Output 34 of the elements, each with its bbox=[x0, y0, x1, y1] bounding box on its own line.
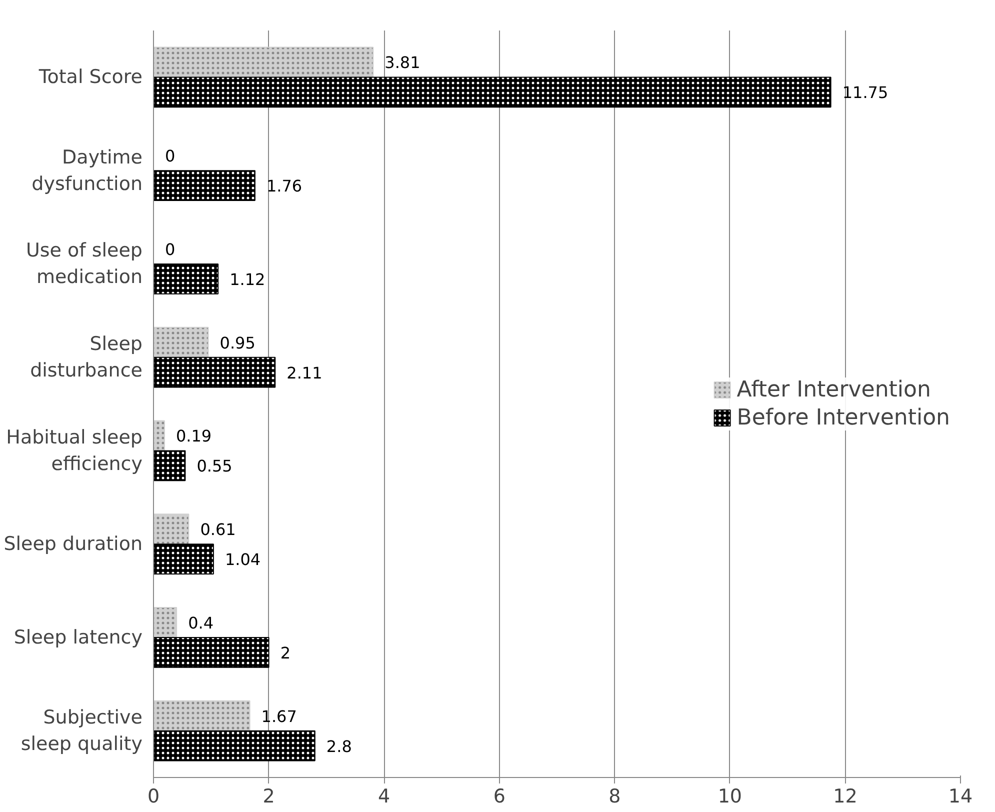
y-tick-label: Total Score bbox=[38, 66, 143, 88]
data-label: 1.67 bbox=[261, 706, 297, 726]
data-label: 1.04 bbox=[224, 550, 261, 570]
data-label: 0.95 bbox=[220, 333, 256, 352]
x-tick-label: 6 bbox=[493, 786, 506, 808]
data-label: 2 bbox=[280, 643, 290, 662]
data-label: 0 bbox=[165, 146, 176, 166]
y-tick-label: Habitual sleep efficiency bbox=[6, 426, 143, 475]
data-label: 3.81 bbox=[384, 53, 420, 72]
legend-label: Before Intervention bbox=[736, 405, 950, 430]
data-label: 0.19 bbox=[176, 426, 212, 446]
x-tick-label: 8 bbox=[608, 786, 621, 808]
data-label: 0.4 bbox=[188, 613, 214, 632]
x-tick-label: 0 bbox=[147, 786, 160, 808]
x-tick-label: 12 bbox=[833, 786, 858, 808]
data-label: 2.11 bbox=[286, 363, 322, 382]
x-tick-label: 14 bbox=[948, 786, 973, 808]
y-tick-label: Sleep latency bbox=[14, 626, 143, 648]
x-tick-label: 10 bbox=[718, 786, 742, 808]
y-tick-label: Sleep duration bbox=[4, 533, 143, 556]
y-tick-label: Subjective sleep quality bbox=[20, 706, 143, 756]
data-label: 0.61 bbox=[200, 520, 236, 540]
y-tick-label: Use of sleep medication bbox=[26, 240, 143, 288]
data-label: 1.12 bbox=[230, 270, 266, 289]
data-label: 0.55 bbox=[196, 456, 232, 476]
x-tick-label: 4 bbox=[378, 786, 390, 808]
data-label: 11.75 bbox=[842, 83, 888, 102]
data-label: 0 bbox=[165, 240, 176, 259]
legend-label: After Intervention bbox=[736, 377, 931, 402]
x-tick-label: 2 bbox=[262, 786, 275, 808]
y-tick-label: Sleep disturbance bbox=[30, 333, 143, 382]
y-tick-label: Daytime dysfunction bbox=[32, 146, 143, 195]
data-label: 2.8 bbox=[326, 736, 352, 756]
data-label: 1.76 bbox=[266, 176, 302, 196]
